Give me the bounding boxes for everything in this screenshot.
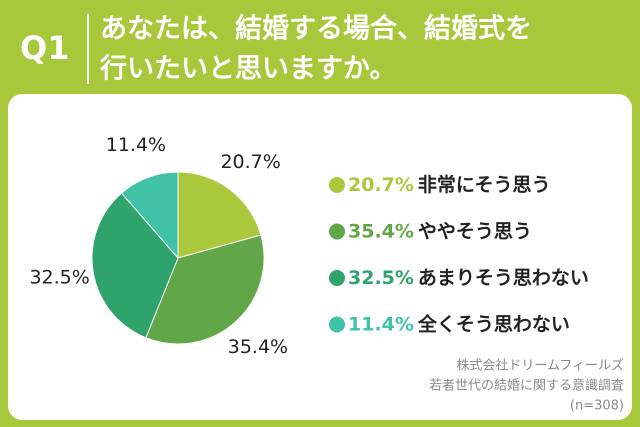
source-line: 株式会社ドリームフィールズ [456,358,624,374]
legend-marker [329,177,345,193]
question-number: Q1 [20,29,69,67]
slice-label: 11.4% [106,134,166,156]
pie-slice [145,234,265,345]
title-line: あなたは、結婚する場合、結婚式を [100,13,532,45]
legend-entry: 20.7% 非常にそう思う [348,173,551,196]
legend-marker [329,316,345,333]
legend-label: あまりそう思わない [418,267,589,289]
legend-label: 非常にそう思う [418,173,551,196]
legend-marker [329,270,345,286]
pie-slice [120,171,179,260]
legend-label: ややそう思う [418,220,532,242]
legend-value: 35.4% [348,220,414,242]
legend-value: 32.5% [348,267,414,289]
title-line: 行いたいと思いますか。 [99,53,396,85]
legend-value: 11.4% [348,313,414,335]
slice-label: 20.7% [220,151,280,173]
legend-entry: 32.5% あまりそう思わない [348,267,589,289]
source-line: (n=308) [570,399,624,414]
legend-entry: 11.4% 全くそう思わない [348,312,570,335]
pie-slice [177,171,262,259]
legend-label: 全くそう思わない [417,312,570,335]
slice-label: 32.5% [29,266,89,288]
slice-label: 35.4% [228,336,288,358]
source-line: 若者世代の結婚に関する意識調査 [429,378,624,394]
legend-marker [329,223,345,240]
legend-entry: 35.4% ややそう思う [348,220,532,242]
pie-slice [91,192,179,339]
legend-value: 20.7% [348,174,414,196]
